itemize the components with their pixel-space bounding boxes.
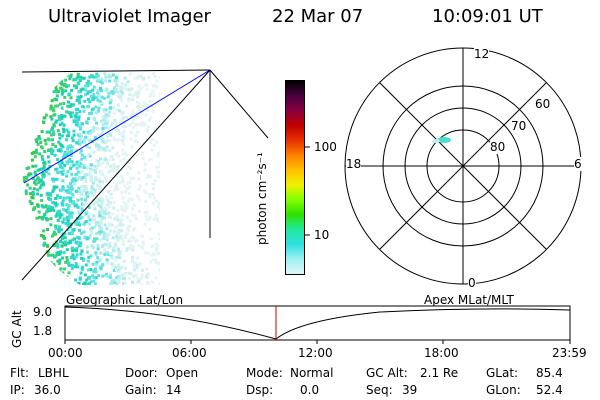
- status-dsp-value: 0.0: [300, 383, 320, 397]
- status-dsp-label: Dsp:: [246, 383, 274, 397]
- status-mode-value: Normal: [290, 366, 334, 380]
- status-gain-value: 14: [166, 383, 182, 397]
- mlt-label-6: 6: [574, 157, 582, 171]
- status-glat-value: 85.4: [536, 366, 563, 380]
- timeline-xtick-0000: 00:00: [48, 346, 83, 360]
- status-gcalt-value: 2.1 Re: [420, 366, 459, 380]
- instrument-title: Ultraviolet Imager: [48, 6, 211, 27]
- altitude-curve: [64, 306, 571, 340]
- timeline-ytick-low: 1.8: [33, 324, 53, 338]
- timeline-right-label: Apex MLat/MLT: [424, 293, 514, 307]
- timeline-ytick-high: 9.0: [33, 305, 53, 319]
- status-filter-label: Flt:: [10, 366, 29, 380]
- status-filter-value: LBHL: [38, 366, 69, 380]
- lat-label-70: 70: [511, 119, 527, 133]
- timeline-xtick-0600: 06:00: [172, 346, 207, 360]
- mlt-label-12: 12: [474, 47, 490, 61]
- timeline-left-label: Geographic Lat/Lon: [66, 293, 184, 307]
- status-glat-label: GLat:: [486, 366, 519, 380]
- time-label: 10:09:01 UT: [432, 6, 543, 27]
- status-seq-label: Seq:: [366, 383, 393, 397]
- timeline-xtick-2359: 23:59: [552, 346, 587, 360]
- timeline-xtick-1200: 12:00: [298, 346, 333, 360]
- status-mode-label: Mode:: [246, 366, 283, 380]
- status-seq-value: 39: [402, 383, 418, 397]
- status-door-label: Door:: [125, 366, 158, 380]
- colorbar-tick-100: 100: [314, 140, 337, 154]
- timeline-xtick-1800: 18:00: [424, 346, 459, 360]
- status-gcalt-label: GC Alt:: [366, 366, 408, 380]
- mlt-label-0: 0: [468, 276, 476, 290]
- date-label: 22 Mar 07: [272, 6, 364, 27]
- polar-aurora-spot: [432, 137, 451, 143]
- colorbar-tick-10: 10: [314, 228, 330, 242]
- status-door-value: Open: [166, 366, 199, 380]
- status-glon-label: GLon:: [486, 383, 521, 397]
- status-glon-value: 52.4: [536, 383, 563, 397]
- intensity-colorbar: [285, 80, 305, 275]
- polar-diagonal-2: [379, 82, 547, 250]
- status-gain-label: Gain:: [125, 383, 157, 397]
- auroral-image: [22, 72, 161, 285]
- image-frame-lines: [21, 69, 269, 281]
- timeline-frame: [64, 305, 571, 341]
- lat-label-80: 80: [490, 140, 506, 154]
- status-ip-value: 36.0: [34, 383, 61, 397]
- status-ip-label: IP:: [10, 383, 25, 397]
- lat-label-60: 60: [535, 97, 551, 111]
- mlt-label-18: 18: [346, 157, 362, 171]
- boresight-line: [23, 69, 211, 184]
